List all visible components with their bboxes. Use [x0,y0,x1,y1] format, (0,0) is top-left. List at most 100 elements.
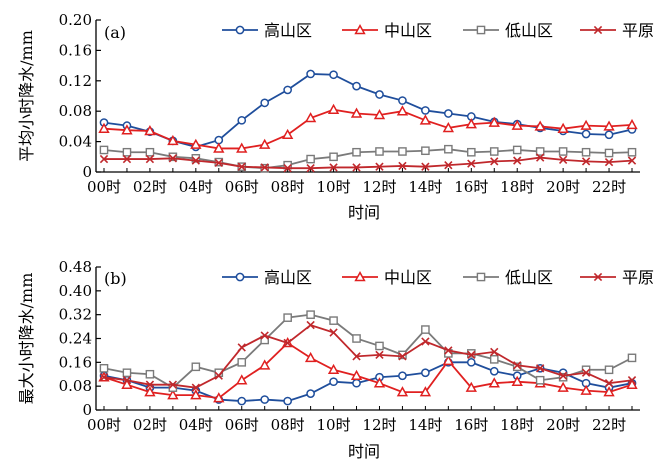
data-point [168,152,178,162]
legend-marker [476,25,486,35]
x-tick-label: 00时 [87,178,121,196]
data-point [281,128,294,140]
data-point [421,106,430,115]
data-point [329,316,338,325]
data-point-stroke-2 [283,164,292,173]
y-axis-title: 最大小时降水/mm [17,273,36,405]
data-point [306,310,315,319]
data-point [604,148,614,158]
x-tick-label: 08时 [271,416,305,434]
data-point [444,144,453,154]
data-point [467,159,476,168]
data-point [627,156,637,165]
data-point [558,372,568,382]
data-point [352,352,361,361]
data-point [327,363,340,375]
series-2 [98,337,638,403]
data-point [237,115,247,125]
data-point-stroke-2 [260,331,269,340]
data-point [329,70,338,80]
x-tick-label: 20时 [546,416,580,434]
data-point [627,147,637,157]
data-point [306,154,315,164]
x-tick-label: 16时 [454,416,488,434]
data-point-stroke-2 [490,157,499,166]
data-point [350,369,363,381]
data-point [421,162,430,171]
data-point [444,346,453,355]
data-point-stroke-2 [237,343,246,352]
x-tick-label: 14时 [408,178,442,196]
data-point-stroke-2 [513,361,522,370]
data-point-stroke-2 [627,156,637,165]
data-point-stroke-2 [536,153,545,162]
x-axis-title: 时间 [348,442,380,461]
legend-label: 高山区 [264,268,312,287]
data-point [626,118,638,130]
data-point [396,386,409,397]
data-point [121,378,133,389]
data-point [488,116,500,127]
data-point [260,163,269,172]
data-point [604,379,614,388]
data-point [375,147,384,156]
data-point [213,392,225,403]
data-point [191,383,200,392]
data-point [490,157,499,166]
data-point [214,158,223,168]
data-point-stroke-2 [513,156,522,165]
series-line [103,324,633,389]
data-point-stroke-2 [99,154,109,164]
y-tick-label: 0.08 [59,377,92,395]
data-point-stroke-2 [329,163,338,172]
data-point-stroke-2 [558,155,568,165]
series-1 [99,69,637,152]
data-point [581,147,591,157]
data-point-stroke-2 [581,157,591,166]
data-point [122,154,132,164]
x-tick-label: 02时 [133,416,167,434]
data-point [421,325,430,334]
data-point [489,147,499,156]
data-point [558,155,568,165]
data-point-stroke-2 [375,162,384,171]
data-point [122,376,132,385]
x-tick-label: 12时 [362,416,396,434]
legend-label: 中山区 [384,268,432,287]
data-point [283,85,293,95]
data-point [489,366,499,376]
y-tick-label: 0.48 [59,258,92,276]
panel-label: (a) [104,23,126,42]
data-point-stroke-2 [329,328,338,337]
data-point-stroke-2 [467,159,476,168]
data-point-stroke-2 [214,158,223,168]
data-point [237,162,246,171]
data-point-stroke-2 [168,154,178,163]
data-point [627,376,637,385]
data-point [373,377,386,388]
data-point-stroke-2 [191,156,200,165]
data-point-stroke-2 [99,373,109,382]
data-point [259,138,271,149]
data-point [168,380,178,389]
data-point [442,354,455,366]
x-tick-label: 22时 [592,416,626,434]
data-point-stroke-2 [145,154,155,164]
data-point [236,374,248,385]
data-point-stroke-2 [581,368,591,377]
data-point [536,153,545,162]
data-point [603,120,615,131]
y-tick-label: 0.04 [59,133,92,151]
data-point [421,368,430,378]
x-axis-title: 时间 [348,203,380,222]
data-point [99,363,109,373]
x-tick-label: 18时 [500,178,534,196]
data-point [306,69,315,79]
data-point [375,90,384,99]
data-point-stroke-2 [604,157,614,167]
data-point [213,142,225,153]
data-point [352,147,361,157]
data-point-stroke-2 [490,347,499,357]
data-point [122,147,132,157]
data-point [237,358,247,367]
